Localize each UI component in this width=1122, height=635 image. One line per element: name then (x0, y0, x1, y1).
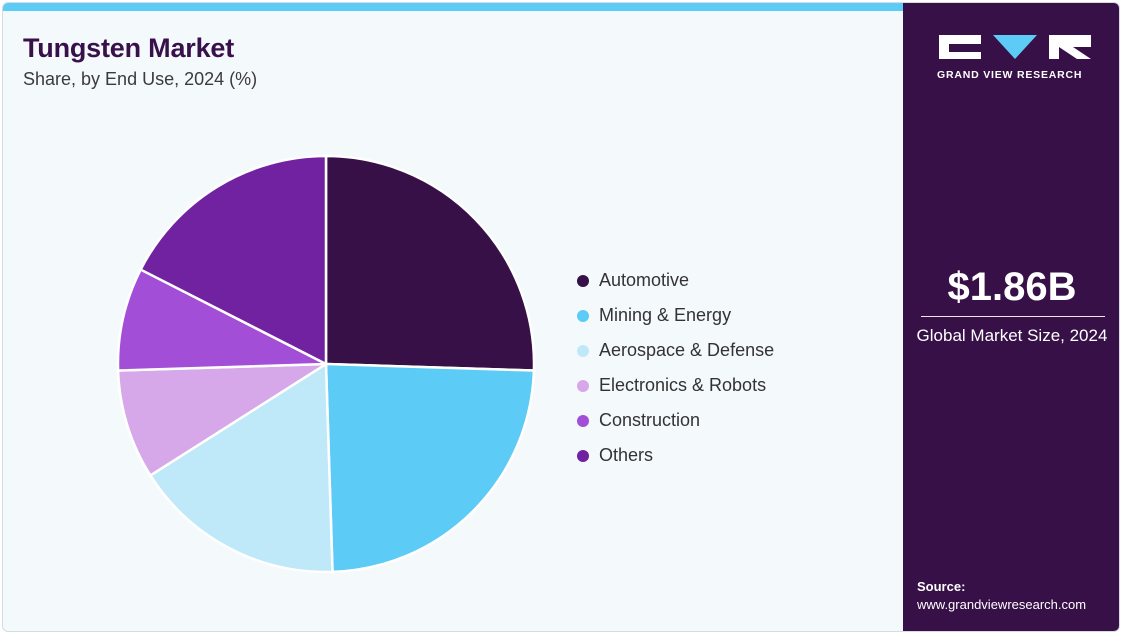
divider (921, 316, 1105, 317)
accent-bar (3, 3, 903, 11)
chart-title: Tungsten Market (23, 33, 235, 63)
legend-item: Electronics & Robots (577, 368, 774, 403)
legend-label: Construction (599, 410, 701, 430)
legend-item: Construction (577, 403, 774, 438)
pie-slice-electronics-robots (116, 362, 328, 477)
legend-item: Mining & Energy (577, 298, 774, 333)
pie-chart (116, 154, 536, 574)
chart-legend: Automotive Mining & Energy Aerospace & Def… (577, 263, 774, 473)
legend-item: Others (577, 438, 774, 473)
legend-swatch (577, 274, 589, 287)
legend-swatch (577, 414, 589, 427)
sidebar-panel: GRAND VIEW RESEARCH $1.86B Global Market… (903, 3, 1119, 631)
legend-label: Automotive (599, 270, 690, 290)
legend-label: Aerospace & Defense (599, 340, 775, 360)
pie-slice-others (139, 154, 328, 366)
source-link[interactable]: www.grandviewresearch.com (917, 597, 1087, 612)
legend-swatch (577, 449, 589, 462)
legend-label: Others (599, 445, 654, 465)
chart-subtitle: Share, by End Use, 2024 (%) (23, 69, 258, 89)
legend-label: Electronics & Robots (599, 375, 767, 395)
legend-swatch (577, 309, 589, 322)
source-heading: Source: (917, 579, 966, 594)
pie-slice-aerospace-defense (149, 362, 334, 574)
pie-slice-automotive (324, 154, 536, 372)
legend-item: Aerospace & Defense (577, 333, 774, 368)
market-size-label: Global Market Size, 2024 (916, 326, 1108, 345)
market-size-value: $1.86B (947, 265, 1077, 309)
legend-item: Automotive (577, 263, 774, 298)
legend-swatch (577, 379, 589, 392)
logo-wordmark: GRAND VIEW RESEARCH (937, 69, 1083, 81)
pie-slice-construction (116, 268, 328, 372)
legend-label: Mining & Energy (599, 305, 732, 325)
grand-view-research-logo (939, 35, 1091, 59)
pie-slice-mining-energy (324, 362, 536, 574)
legend-swatch (577, 344, 589, 357)
